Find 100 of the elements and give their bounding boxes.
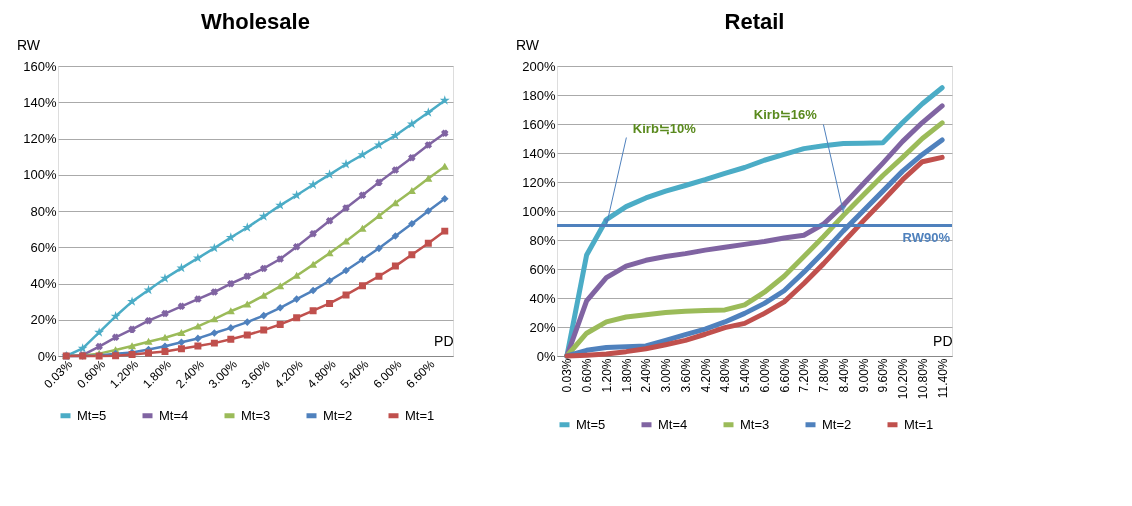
legend-label: Mt=3 <box>740 416 770 432</box>
point <box>194 295 202 303</box>
legend-label: Mt=5 <box>576 416 606 432</box>
point <box>441 96 449 104</box>
point <box>112 333 120 341</box>
point <box>194 323 202 330</box>
point <box>177 345 185 353</box>
point <box>441 129 449 137</box>
legend-label: Mt=1 <box>405 407 435 423</box>
point <box>375 244 383 252</box>
point <box>424 207 432 215</box>
point <box>342 238 350 245</box>
y-tick-label: 20% <box>30 312 57 328</box>
x-tick-label: 6.60% <box>777 358 792 393</box>
point <box>260 212 268 220</box>
point <box>276 283 284 290</box>
point <box>260 265 268 272</box>
x-tick-label: 6.00% <box>757 358 772 393</box>
point <box>375 272 383 280</box>
legend-label: Mt=5 <box>77 407 107 423</box>
x-tick-label: 1.80% <box>619 358 634 393</box>
point <box>243 331 251 339</box>
point <box>424 239 432 247</box>
point <box>145 349 153 357</box>
point <box>358 256 366 264</box>
y-tick-label: 160% <box>522 116 556 132</box>
point <box>293 314 301 322</box>
y-tick-label: 120% <box>23 131 57 146</box>
point <box>95 328 103 336</box>
point <box>243 301 251 308</box>
point <box>408 154 416 162</box>
point <box>391 199 399 207</box>
point <box>177 302 185 310</box>
y-tick-label: 20% <box>529 319 556 335</box>
point <box>441 163 449 170</box>
point <box>358 282 366 290</box>
legend-label: Mt=3 <box>241 407 271 423</box>
x-tick-label: 4.80% <box>718 358 733 393</box>
point <box>391 166 399 174</box>
legend-label: Mt=2 <box>323 407 353 423</box>
y-tick-label: 120% <box>522 174 556 190</box>
y-tick-label: 180% <box>522 87 556 103</box>
x-tick-label: 7.80% <box>817 358 832 393</box>
y-tick-label: 60% <box>529 261 556 277</box>
point <box>326 217 334 225</box>
point <box>424 141 432 149</box>
point <box>326 299 334 307</box>
point <box>260 326 268 334</box>
y-tick-label: 80% <box>529 232 556 248</box>
x-tick-label: 5.40% <box>738 358 753 393</box>
point <box>375 178 383 186</box>
point <box>243 272 251 280</box>
point <box>276 304 284 312</box>
x-tick-label: 7.20% <box>797 358 812 393</box>
annotation: Kirb≒16% <box>753 107 818 123</box>
x-axis-title: PD <box>933 332 953 349</box>
point <box>177 338 185 346</box>
y-tick-label: 140% <box>522 145 556 161</box>
point <box>391 262 399 270</box>
y-axis-title: RW <box>515 36 540 53</box>
y-axis-title: RW <box>16 36 41 53</box>
point <box>161 347 169 355</box>
y-tick-label: 40% <box>529 290 556 306</box>
point <box>276 201 284 209</box>
point <box>210 339 218 347</box>
point <box>161 334 169 341</box>
x-tick-label: 0.60% <box>580 358 595 393</box>
y-tick-label: 200% <box>522 58 556 74</box>
point <box>210 316 218 323</box>
point <box>309 307 317 315</box>
point <box>358 225 366 232</box>
point <box>293 295 301 303</box>
point <box>128 325 136 333</box>
chart-title: Retail <box>724 9 785 34</box>
point <box>309 261 317 268</box>
point <box>342 291 350 299</box>
point <box>227 233 235 241</box>
y-tick-label: 100% <box>522 203 556 219</box>
point <box>260 292 268 299</box>
y-tick-label: 60% <box>30 239 57 255</box>
point <box>128 342 136 350</box>
y-tick-label: 0% <box>37 348 57 364</box>
point <box>194 254 202 262</box>
chart-title: Wholesale <box>201 9 310 34</box>
point <box>227 308 235 315</box>
point <box>326 277 334 285</box>
y-tick-label: 80% <box>30 203 57 219</box>
x-axis-title: PD <box>434 332 454 349</box>
point <box>161 274 169 282</box>
point <box>342 266 350 274</box>
point <box>260 312 268 320</box>
point <box>309 230 317 238</box>
x-tick-label: 9.00% <box>856 358 871 393</box>
point <box>194 334 202 342</box>
point <box>408 187 416 194</box>
point <box>210 329 218 337</box>
point <box>276 320 284 328</box>
legend-label: Mt=1 <box>904 416 934 432</box>
ref-line-label: RW90% <box>902 229 951 245</box>
y-tick-label: 40% <box>30 276 57 291</box>
